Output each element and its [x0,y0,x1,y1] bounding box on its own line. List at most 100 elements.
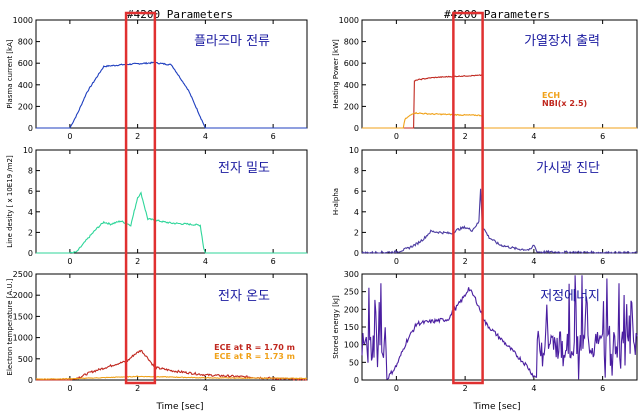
x-tick-label: 0 [394,384,399,393]
y-tick-label: 600 [18,59,33,68]
y-axis-label: Heating Power [kW] [332,39,340,109]
series-line-ece-at-r-1-73-m [36,375,308,381]
y-tick-label: 2000 [13,291,33,300]
y-tick-label: 2 [28,228,33,237]
series-line-ech [362,111,637,129]
time-label-right: Time [sec] [472,402,520,412]
x-tick-label: 2 [135,132,140,141]
legend-entry: ECE at R = 1.70 m [214,343,295,352]
panel-title-kr: 플라즈마 전류 [194,34,270,49]
y-tick-label: 0 [354,376,359,385]
x-tick-label: 4 [531,384,536,393]
plot-frame [35,19,308,129]
y-tick-label: 500 [18,355,33,364]
y-axis-label: Stored energy [kJ] [332,295,340,359]
y-tick-label: 6 [28,187,33,196]
time-label-left: Time [sec] [155,402,203,412]
y-tick-label: 800 [18,38,33,47]
plot-frame [361,149,638,254]
y-tick-label: 10 [23,146,33,155]
y-tick-label: 0 [28,124,33,133]
plot-frame [35,273,308,381]
y-tick-label: 50 [349,358,359,367]
panel-title-kr: 저정에너지 [540,289,600,304]
y-tick-label: 0 [28,249,33,258]
y-tick-label: 150 [344,323,359,332]
y-tick-label: 250 [344,288,359,297]
x-tick-label: 6 [600,257,605,266]
y-axis-label: Line desity [ x 10E19 /m2] [6,155,14,248]
y-tick-label: 200 [344,102,359,111]
series-line-ece-at-r-1-70-m [36,349,307,381]
x-tick-label: 0 [394,132,399,141]
y-tick-label: 6 [354,187,359,196]
x-tick-label: 2 [135,384,140,393]
y-tick-label: 0 [28,376,33,385]
series-line-nbi-x-2-5- [362,74,637,129]
x-tick-label: 6 [271,132,276,141]
y-tick-label: 300 [344,270,359,279]
series-line-0 [361,275,638,380]
y-tick-label: 8 [354,167,359,176]
x-tick-label: 2 [463,384,468,393]
y-tick-label: 10 [349,146,359,155]
x-tick-label: 4 [531,132,536,141]
highlight-box-right [452,11,484,385]
x-tick-label: 2 [135,257,140,266]
panel-line-density: 0 2 4 6 8 10 0 2 4 6 Line desity [ x 10E19 /m2] 전자 … [6,146,308,266]
y-tick-label: 0 [354,249,359,258]
title-right: #4200 Parameters [444,8,550,21]
y-tick-label: 4 [354,208,359,217]
y-tick-label: 1000 [339,16,359,25]
y-tick-label: 4 [28,208,33,217]
x-tick-label: 0 [67,384,72,393]
plot-frame [35,149,308,254]
panel-title-kr: 가열장치 출력 [524,34,600,49]
x-tick-label: 6 [271,384,276,393]
title-left: #4200 Parameters [127,8,233,21]
y-tick-label: 8 [28,167,33,176]
y-tick-label: 200 [344,305,359,314]
x-tick-label: 6 [600,384,605,393]
y-tick-label: 600 [344,59,359,68]
y-tick-label: 2500 [13,270,33,279]
x-tick-label: 0 [394,257,399,266]
y-axis-label: Plasma current [kA] [6,39,14,108]
y-tick-label: 100 [344,341,359,350]
y-axis-label: H-alpha [332,188,340,215]
y-tick-label: 200 [18,102,33,111]
panel-stored-energy: 0 50 100 150 200 250 300 0 2 4 6 Stored energy [kJ]… [332,270,638,393]
y-tick-label: 800 [344,38,359,47]
series-line-0 [36,61,307,129]
x-tick-label: 4 [203,132,208,141]
highlight-box-left [124,11,157,385]
series-line-0 [36,191,307,254]
y-tick-label: 2 [354,228,359,237]
y-tick-label: 1000 [13,16,33,25]
x-tick-label: 4 [203,257,208,266]
series-line-0 [361,188,638,255]
x-tick-label: 4 [531,257,536,266]
x-tick-label: 6 [271,257,276,266]
legend-entry: ECE at R = 1.73 m [214,352,295,361]
y-tick-label: 400 [344,81,359,90]
legend-entry: ECH [542,91,560,100]
y-axis-label: Electron temperature [A.U.] [6,278,14,375]
x-tick-label: 2 [463,257,468,266]
legend-entry: NBI(x 2.5) [542,99,587,108]
x-tick-label: 0 [67,132,72,141]
panel-title-kr: 전자 밀도 [218,161,270,176]
x-tick-label: 4 [203,384,208,393]
x-tick-label: 0 [67,257,72,266]
y-tick-label: 1000 [13,334,33,343]
x-tick-label: 6 [600,132,605,141]
y-tick-label: 400 [18,81,33,90]
panel-title-kr: 가시광 진단 [536,161,600,176]
panel-electron-temperature: 0 500 1000 1500 2000 2500 0 2 4 6 Electron tempera… [6,270,308,393]
panel-h-alpha: 0 2 4 6 8 10 0 2 4 6 H-alpha 가시광 진단 [332,146,638,266]
panel-title-kr: 전자 온도 [218,289,270,304]
y-tick-label: 0 [354,124,359,133]
panel-plasma-current: 0 200 400 600 800 1000 0 2 4 6 Plasma current [kA]… [6,16,308,141]
y-tick-label: 1500 [13,312,33,321]
